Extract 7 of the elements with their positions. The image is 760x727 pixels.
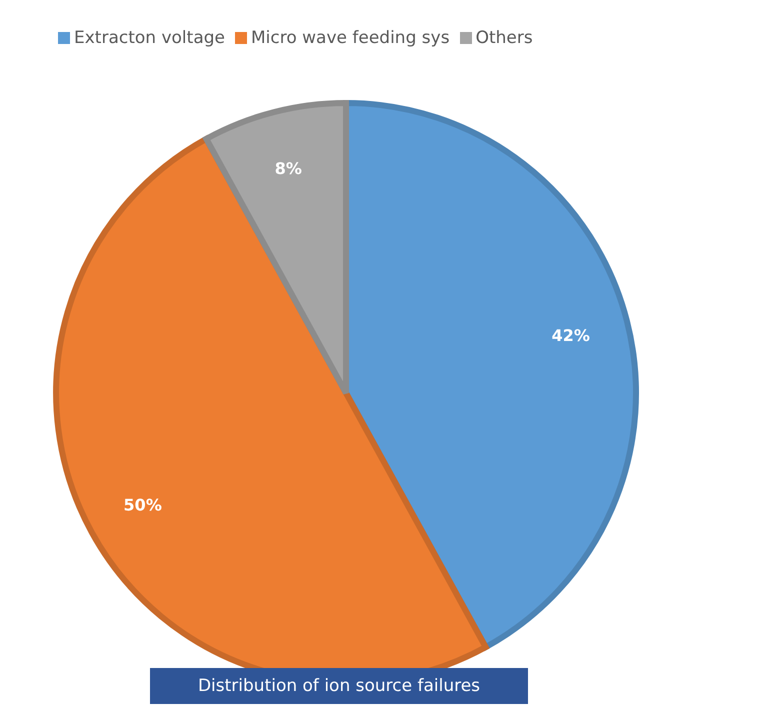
legend-label: Others — [476, 28, 533, 48]
legend-label: Extracton voltage — [74, 28, 225, 48]
legend-label: Micro wave feeding sys — [250, 28, 450, 48]
data-label: 42% — [552, 326, 590, 345]
data-label: 8% — [274, 158, 302, 178]
data-label: 50% — [124, 495, 162, 514]
text: Distribution of ion source failures — [150, 668, 528, 704]
